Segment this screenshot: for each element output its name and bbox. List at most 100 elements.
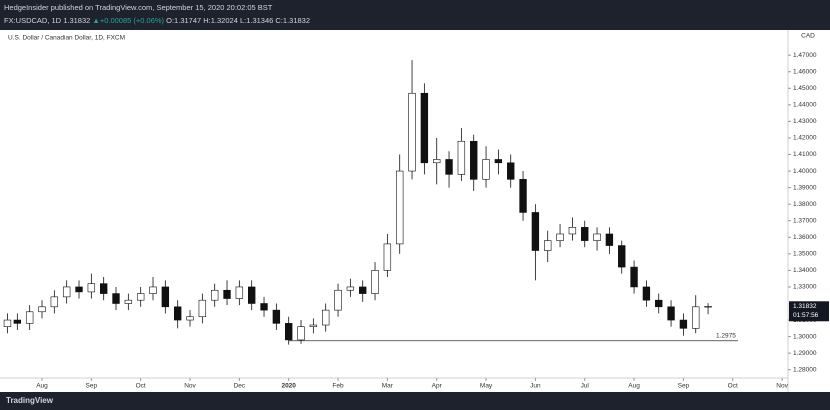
candle-body (198, 299, 207, 318)
x-tick-label: Aug (628, 383, 640, 390)
candle-body (136, 293, 145, 301)
candle-body (408, 92, 416, 172)
candle-body (247, 286, 256, 304)
candle-body (531, 212, 540, 251)
candle-body (272, 309, 281, 324)
chart-background (0, 30, 830, 392)
candle-body (161, 286, 170, 308)
x-tick-label: May (480, 383, 493, 390)
candle-body (457, 140, 466, 175)
candle-body (655, 299, 663, 308)
header: HedgeInsider published on TradingView.co… (0, 0, 830, 30)
candle-body (420, 92, 429, 164)
y-tick-label: 1.30000 (793, 333, 817, 340)
candle-body (359, 286, 367, 294)
candle-body (173, 306, 182, 321)
y-tick-label: 1.43000 (793, 118, 817, 125)
candle-body (334, 289, 342, 311)
y-tick-label: 1.40000 (793, 168, 817, 175)
y-tick-label: 1.42000 (793, 135, 817, 142)
footer: TradingView (0, 392, 830, 410)
candle-body (445, 159, 453, 175)
x-tick-label: 2020 (281, 383, 296, 390)
currency: CAD (801, 33, 815, 40)
y-tick-label: 1.44000 (793, 102, 817, 109)
chart-title: U.S. Dollar / Canadian Dollar, 1D, FXCM (8, 35, 125, 42)
x-tick-label: Oct (136, 383, 146, 390)
candle-body (3, 319, 12, 327)
candle-body (124, 299, 133, 304)
candle-body (556, 233, 564, 241)
candle-body (396, 170, 404, 245)
y-tick-label: 1.28000 (793, 366, 817, 373)
y-tick-label: 1.34000 (793, 267, 817, 274)
y-tick-label: 1.35000 (793, 251, 817, 258)
candle-body (13, 319, 22, 324)
x-tick-label: Nov (776, 383, 788, 390)
x-tick-label: Feb (332, 383, 344, 390)
candle-body (605, 233, 614, 246)
y-tick-label: 1.36000 (793, 234, 817, 241)
x-tick-label: Dec (234, 383, 246, 390)
candle-body (285, 323, 293, 341)
brand: TradingView (6, 396, 53, 405)
candle-body (642, 286, 651, 301)
y-tick-label: 1.38000 (793, 201, 817, 208)
x-tick-label: Nov (184, 383, 196, 390)
candle-body (383, 243, 392, 271)
support-label: 1.2975 (716, 332, 736, 339)
last-price-box (789, 301, 829, 322)
candle-body (371, 270, 379, 294)
candle-body (593, 233, 601, 241)
candle-body (99, 283, 108, 294)
candle-body (87, 283, 96, 293)
change: ▲+0.00085 (+0.06%) (92, 16, 165, 25)
publish-line: HedgeInsider published on TradingView.co… (4, 3, 273, 12)
price: 1.31832 (63, 16, 91, 25)
candle-body (38, 306, 46, 313)
candle-body (507, 162, 515, 180)
candle-body (75, 286, 83, 293)
candle-body (235, 286, 244, 299)
candle-body (692, 306, 700, 329)
candle-body (630, 266, 638, 288)
candle-body (62, 286, 71, 298)
candle-body (223, 289, 231, 299)
y-tick-label: 1.46000 (793, 68, 817, 75)
candle-body (25, 311, 34, 324)
symbol: FX:USDCAD, 1D (4, 16, 62, 25)
x-tick-label: Jun (530, 383, 541, 390)
chart: U.S. Dollar / Canadian Dollar, 1D, FXCM … (0, 30, 830, 392)
candle-body (618, 245, 626, 268)
candle-body (704, 306, 712, 308)
candle-body (260, 303, 268, 311)
candle-body (112, 293, 120, 304)
y-tick-label: 1.29000 (793, 350, 817, 357)
candle-body (519, 179, 527, 213)
candle-body (297, 326, 305, 341)
candle-body (470, 140, 478, 180)
candle-body (568, 227, 577, 235)
candle-body (186, 316, 194, 321)
y-tick-label: 1.33000 (793, 284, 817, 291)
candle-body (309, 324, 318, 327)
x-tick-label: Jul (581, 383, 590, 390)
candle-body (149, 286, 157, 294)
last-price-label: 1.31832 (793, 303, 817, 310)
y-tick-label: 1.45000 (793, 85, 817, 92)
x-tick-label: Mar (382, 383, 394, 390)
ohlc: O:1.31747 H:1.32024 L:1.31346 C:1.31832 (166, 16, 311, 25)
y-tick-label: 1.41000 (793, 151, 817, 158)
candle-body (581, 227, 589, 241)
x-tick-label: Oct (728, 383, 738, 390)
candle-body (482, 159, 490, 180)
x-tick-label: Sep (86, 383, 98, 390)
y-tick-label: 1.47000 (793, 52, 817, 59)
countdown-label: 01:57:56 (793, 312, 819, 319)
y-tick-label: 1.37000 (793, 217, 817, 224)
quote-line: FX:USDCAD, 1D 1.31832 ▲+0.00085 (+0.06%)… (4, 16, 310, 25)
x-tick-label: Sep (678, 383, 690, 390)
candle-body (679, 319, 688, 329)
candle-body (346, 286, 355, 291)
